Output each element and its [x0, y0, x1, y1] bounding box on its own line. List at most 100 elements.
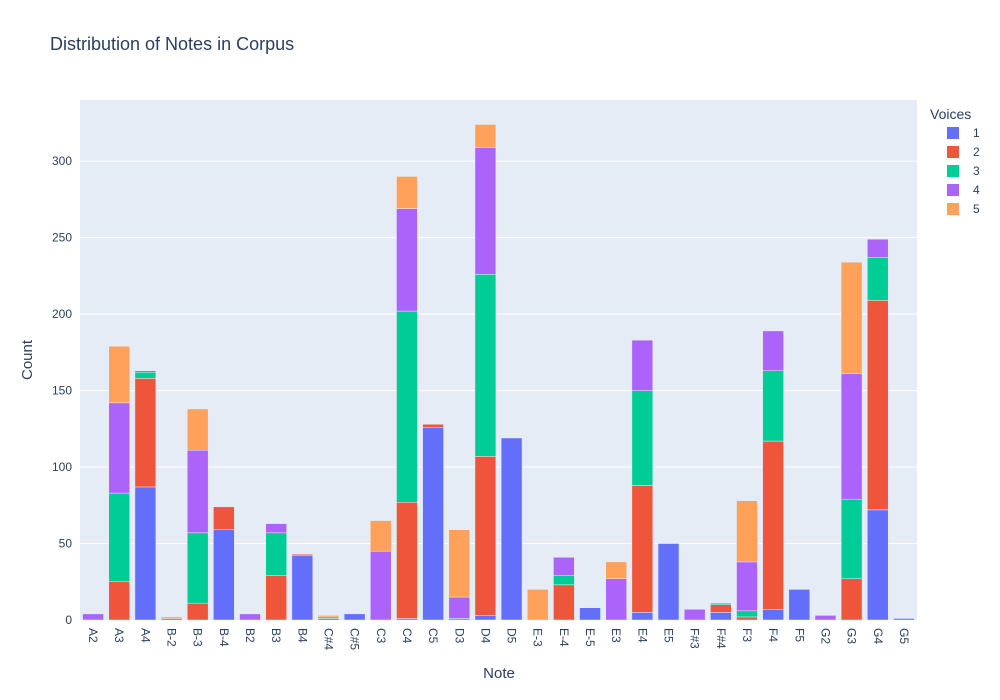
- bar-D3-voice-5: [448, 529, 470, 598]
- bar-B-3-voice-5: [186, 408, 209, 451]
- y-tick-150: 150: [52, 384, 72, 398]
- bar-F4-voice-1: [762, 609, 784, 621]
- y-tick-250: 250: [52, 231, 72, 245]
- legend-label-voice-5: 5: [973, 202, 980, 216]
- bar-B3-voice-4: [265, 523, 287, 534]
- bar-E5-voice-1: [657, 543, 680, 621]
- bar-E-5-voice-1: [579, 607, 601, 621]
- bar-F4-voice-3: [762, 370, 784, 442]
- bar-G2-voice-4: [814, 615, 837, 621]
- bar-C4-voice-4: [396, 208, 418, 312]
- x-tick-D3: D3: [452, 628, 466, 644]
- bar-B-4-voice-2: [213, 506, 235, 531]
- x-tick-labels: A2 A3 A4 B-2 B-3 B-4 B2 B3 B4 C#4 C#5 C3 C4 C5 D3 D4 D5 E…: [86, 628, 911, 650]
- bar-G4-voice-1: [867, 509, 889, 621]
- bar-F3-voice-3: [736, 610, 758, 618]
- x-tick-C5: C5: [426, 628, 440, 644]
- y-tick-100: 100: [52, 460, 72, 474]
- bar-E4-voice-1: [631, 612, 654, 621]
- x-tick-C4: C4: [400, 628, 414, 644]
- bar-E-4-voice-2: [553, 584, 575, 621]
- legend-label-voice-2: 2: [973, 145, 980, 159]
- bar-G4-voice-4: [867, 238, 889, 258]
- x-tick-B-4: B-4: [217, 628, 231, 647]
- bar-G3-voice-3: [840, 498, 863, 579]
- y-tick-labels: 0 50 100 150 200 250 300: [52, 154, 72, 627]
- bar-E4-voice-3: [631, 390, 654, 486]
- bar-G3-voice-5: [840, 261, 863, 375]
- x-tick-E-3: E-3: [531, 628, 545, 647]
- x-tick-F3: F3: [740, 628, 754, 642]
- bar-A4-voice-2: [134, 378, 157, 488]
- bar-F5-voice-1: [788, 589, 811, 621]
- y-tick-300: 300: [52, 154, 72, 168]
- bar-E3-voice-4: [605, 578, 627, 621]
- bar-D4-voice-3: [474, 274, 497, 457]
- bar-D3-voice-4: [448, 596, 470, 619]
- legend-swatch-voice-4: [947, 184, 959, 196]
- bar-B-2-voice-5: [160, 616, 183, 619]
- x-tick-E-5: E-5: [583, 628, 597, 647]
- bar-F#4-voice-2: [710, 604, 732, 613]
- x-tick-E-4: E-4: [557, 628, 571, 647]
- bar-E4-voice-4: [631, 339, 654, 391]
- bar-C3-voice-4: [370, 550, 392, 621]
- legend-swatch-voice-3: [947, 165, 959, 177]
- bar-G4-voice-3: [867, 257, 889, 301]
- bar-C4-voice-2: [396, 501, 418, 619]
- x-tick-E4: E4: [635, 628, 649, 643]
- bar-D4-voice-4: [474, 147, 497, 275]
- chart-title: Distribution of Notes in Corpus: [50, 34, 294, 54]
- bar-A3-voice-4: [108, 402, 130, 494]
- x-tick-F4: F4: [766, 628, 780, 642]
- x-tick-B-3: B-3: [191, 628, 205, 647]
- bar-A3-voice-3: [108, 492, 130, 583]
- x-tick-D4: D4: [478, 628, 492, 644]
- y-tick-50: 50: [59, 537, 73, 551]
- bar-C4-voice-3: [396, 310, 418, 503]
- bar-D4-voice-2: [474, 456, 497, 616]
- bar-B4-voice-2: [291, 553, 314, 557]
- bar-C5-voice-2: [422, 423, 444, 428]
- bar-D5-voice-1: [500, 437, 523, 621]
- x-tick-G3: G3: [845, 628, 859, 644]
- bars: [82, 124, 915, 621]
- bar-E3-voice-5: [605, 561, 627, 579]
- x-tick-E3: E3: [609, 628, 623, 643]
- legend-swatch-voice-1: [947, 127, 959, 139]
- x-tick-F#4: F#4: [714, 628, 728, 649]
- bar-G5-voice-1: [893, 618, 915, 621]
- x-tick-F5: F5: [792, 628, 806, 642]
- x-tick-A2: A2: [86, 628, 100, 643]
- x-axis-title: Note: [483, 665, 515, 682]
- legend-title: Voices: [930, 106, 971, 122]
- legend-label-voice-3: 3: [973, 164, 980, 178]
- bar-F#4-voice-1: [710, 612, 732, 621]
- bar-G4-voice-2: [867, 300, 889, 511]
- bar-B3-voice-3: [265, 532, 287, 576]
- y-tick-200: 200: [52, 307, 72, 321]
- bar-F#3-voice-4: [683, 609, 706, 621]
- bar-B2-voice-4: [239, 613, 261, 621]
- x-tick-B3: B3: [269, 628, 283, 643]
- legend: Voices 1 2 3 4 5: [930, 106, 980, 216]
- bar-B-3-voice-3: [186, 532, 209, 604]
- x-tick-B-2: B-2: [165, 628, 179, 647]
- bar-A4-voice-1: [134, 486, 157, 621]
- x-tick-G2: G2: [818, 628, 832, 644]
- bar-F3-voice-4: [736, 561, 758, 612]
- legend-swatch-voice-2: [947, 146, 959, 158]
- bar-D4-voice-5: [474, 124, 497, 148]
- x-tick-F#3: F#3: [688, 628, 702, 649]
- bar-F4-voice-2: [762, 440, 784, 610]
- bar-F3-voice-2: [736, 616, 758, 621]
- x-tick-C#5: C#5: [348, 628, 362, 650]
- bar-C3-voice-5: [370, 520, 392, 552]
- legend-label-voice-4: 4: [973, 183, 980, 197]
- bar-B-4-voice-1: [213, 529, 235, 621]
- bar-E-4-voice-4: [553, 557, 575, 576]
- y-tick-0: 0: [65, 613, 72, 627]
- bar-A3-voice-5: [108, 345, 130, 404]
- bar-F3-voice-5: [736, 500, 758, 563]
